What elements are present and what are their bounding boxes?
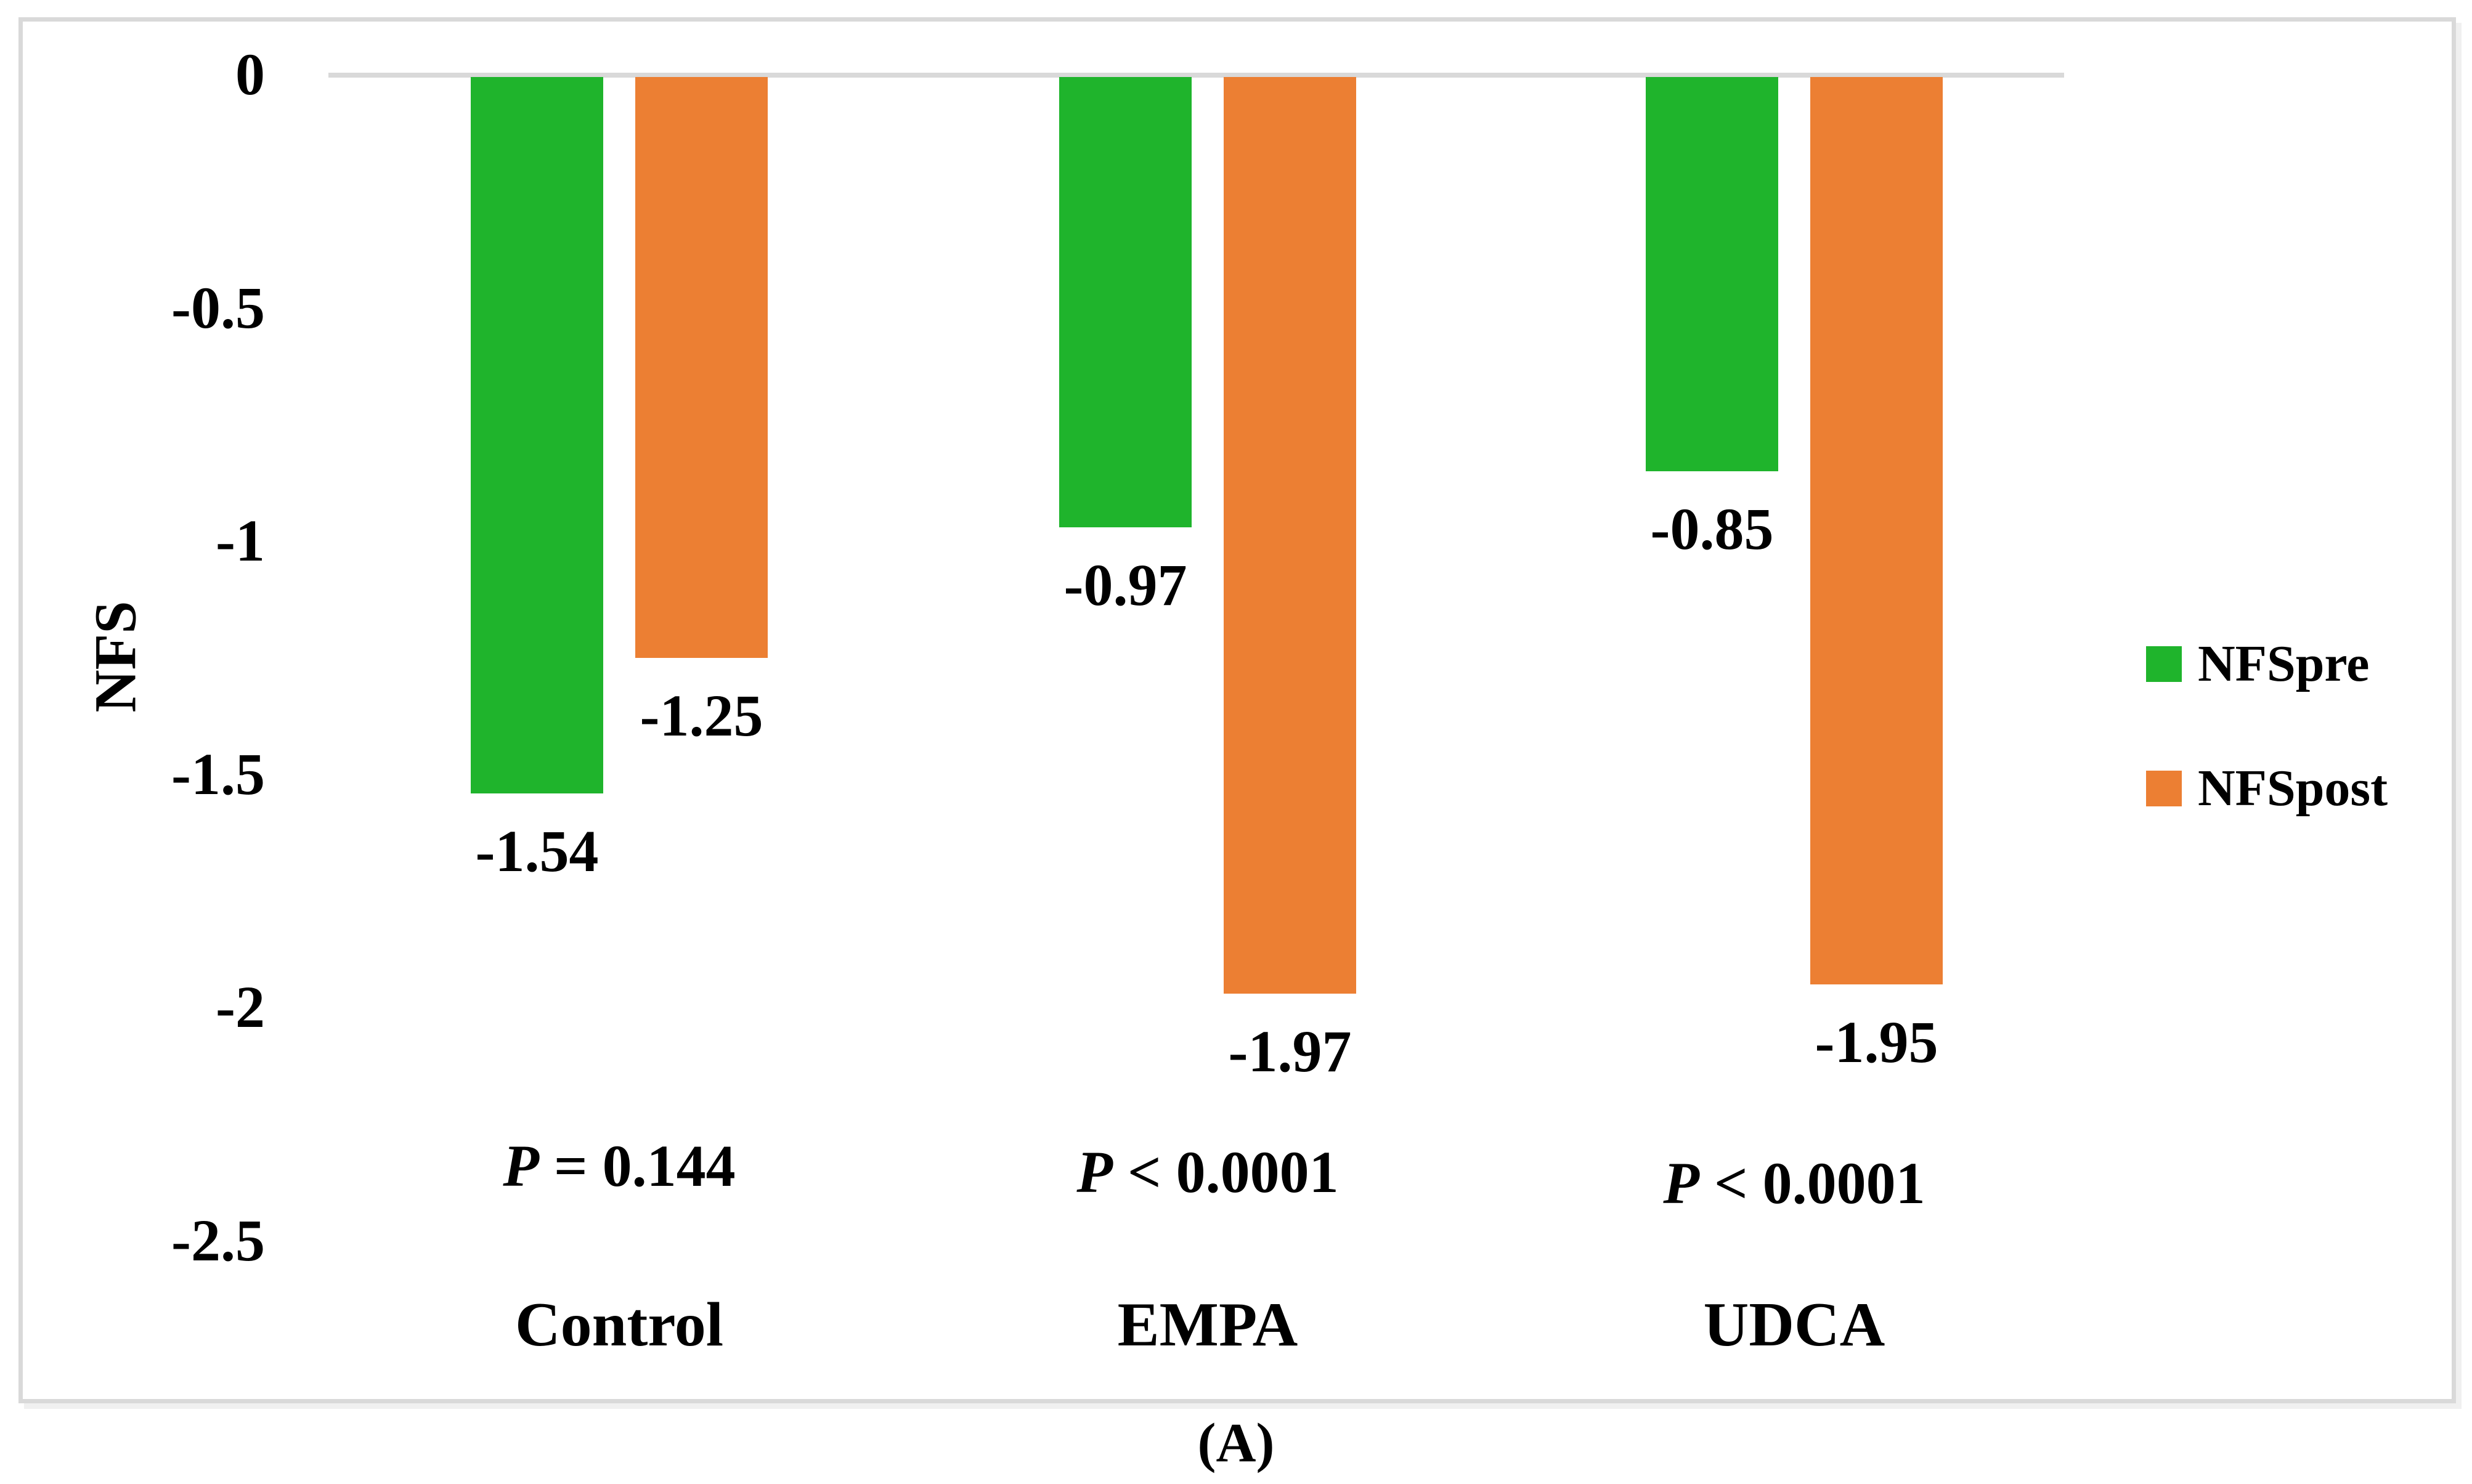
legend-label-nfspost: NFSpost bbox=[2198, 760, 2388, 817]
bar-nfspre-udca bbox=[1646, 77, 1778, 472]
figure-caption: (A) bbox=[1197, 1413, 1275, 1474]
bar-nfspost-control bbox=[635, 77, 768, 659]
category-label-control: Control bbox=[514, 1290, 724, 1360]
legend-label-nfspre: NFSpre bbox=[2198, 635, 2370, 692]
y-axis-title: NFS bbox=[82, 601, 148, 713]
category-label-empa: EMPA bbox=[1117, 1290, 1298, 1360]
y-tick-label: -1.5 bbox=[171, 740, 265, 807]
value-label-nfspost-udca: -1.95 bbox=[1815, 1009, 1938, 1076]
value-label-nfspost-control: -1.25 bbox=[640, 683, 763, 749]
p-comparison-value: < 0.0001 bbox=[1699, 1150, 1925, 1216]
value-label-nfspost-empa: -1.97 bbox=[1228, 1018, 1352, 1085]
y-tick-label: -1 bbox=[216, 508, 265, 574]
p-symbol: P bbox=[1663, 1150, 1699, 1216]
y-tick-label: -0.5 bbox=[171, 274, 265, 341]
p-comparison-value: < 0.0001 bbox=[1112, 1139, 1339, 1205]
zero-gridline bbox=[328, 73, 2064, 78]
category-label-udca: UDCA bbox=[1703, 1290, 1885, 1360]
p-comparison-value: = 0.144 bbox=[539, 1133, 736, 1199]
y-tick-label: -2 bbox=[216, 974, 265, 1040]
p-value-label-control: P = 0.144 bbox=[367, 1132, 872, 1200]
y-tick-label: -2.5 bbox=[171, 1207, 265, 1273]
value-label-nfspre-control: -1.54 bbox=[475, 817, 599, 884]
y-tick-label: 0 bbox=[235, 41, 265, 107]
nfspost-swatch-icon bbox=[2146, 771, 2182, 806]
value-label-nfspre-udca: -0.85 bbox=[1650, 496, 1774, 562]
bar-nfspre-empa bbox=[1059, 77, 1192, 528]
legend: NFSpre NFSpost bbox=[2146, 638, 2388, 814]
legend-item-nfspost: NFSpost bbox=[2146, 763, 2388, 814]
p-symbol: P bbox=[1076, 1139, 1113, 1205]
bar-nfspre-control bbox=[471, 77, 603, 793]
bar-nfspost-udca bbox=[1810, 77, 1943, 985]
p-symbol: P bbox=[503, 1133, 539, 1199]
bar-nfspost-empa bbox=[1224, 77, 1356, 994]
nfspre-swatch-icon bbox=[2146, 646, 2182, 682]
p-value-label-empa: P < 0.0001 bbox=[955, 1138, 1460, 1206]
legend-item-nfspre: NFSpre bbox=[2146, 638, 2388, 690]
p-value-label-udca: P < 0.0001 bbox=[1542, 1149, 2047, 1217]
value-label-nfspre-empa: -0.97 bbox=[1063, 552, 1187, 618]
